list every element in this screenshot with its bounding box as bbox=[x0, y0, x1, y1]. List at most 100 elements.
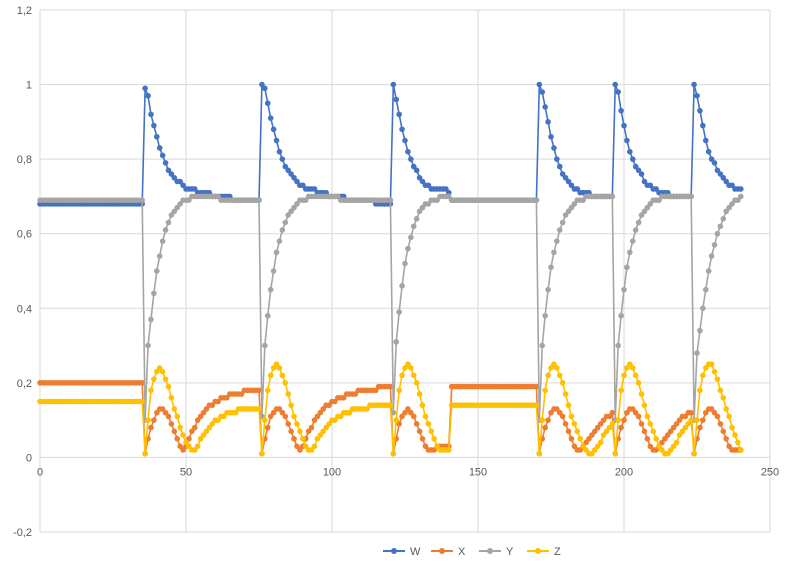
data-point bbox=[256, 197, 262, 203]
data-point bbox=[609, 409, 616, 416]
x-axis-ticks: 0 50 100 150 200 250 bbox=[37, 466, 779, 478]
data-point bbox=[416, 391, 423, 397]
data-point bbox=[273, 137, 280, 144]
data-point bbox=[288, 402, 294, 409]
series-z bbox=[37, 361, 744, 457]
data-point bbox=[159, 238, 166, 244]
data-point bbox=[735, 439, 741, 446]
data-point bbox=[568, 413, 575, 420]
data-point bbox=[291, 435, 297, 442]
data-point bbox=[267, 286, 274, 293]
data-point bbox=[396, 111, 402, 118]
data-point bbox=[151, 376, 157, 382]
data-point bbox=[726, 413, 732, 420]
data-point bbox=[556, 227, 563, 233]
data-point bbox=[554, 156, 560, 162]
y-tick-label: 0,8 bbox=[17, 154, 32, 166]
data-point bbox=[551, 145, 557, 151]
data-point bbox=[180, 432, 186, 438]
data-point bbox=[554, 238, 560, 244]
data-point bbox=[390, 450, 397, 457]
data-point bbox=[723, 406, 729, 412]
data-point bbox=[539, 89, 546, 95]
data-point bbox=[288, 428, 294, 435]
data-point bbox=[148, 111, 154, 118]
data-point bbox=[408, 234, 414, 241]
data-point bbox=[174, 413, 181, 420]
data-point bbox=[536, 81, 543, 88]
data-point bbox=[559, 413, 566, 420]
data-point bbox=[714, 230, 721, 237]
data-point bbox=[256, 406, 262, 412]
data-point bbox=[694, 92, 700, 99]
data-point bbox=[194, 443, 201, 450]
data-point bbox=[641, 428, 648, 435]
data-point bbox=[708, 361, 715, 368]
data-point bbox=[151, 290, 157, 297]
data-point bbox=[165, 383, 172, 390]
data-point bbox=[729, 424, 735, 431]
legend-item-z: Z bbox=[527, 546, 561, 558]
legend-label: X bbox=[458, 546, 466, 558]
data-point bbox=[419, 435, 426, 442]
data-point bbox=[559, 219, 566, 226]
data-point bbox=[156, 145, 163, 151]
data-point bbox=[711, 242, 718, 248]
data-point bbox=[165, 219, 172, 226]
data-point bbox=[262, 417, 268, 423]
data-point bbox=[139, 197, 145, 203]
data-point bbox=[396, 387, 402, 394]
legend-label: Z bbox=[554, 546, 561, 558]
legend-marker bbox=[487, 548, 493, 554]
data-point bbox=[629, 156, 636, 162]
data-point bbox=[300, 435, 306, 442]
data-point bbox=[276, 238, 283, 244]
data-point bbox=[536, 450, 543, 457]
data-point bbox=[618, 387, 624, 394]
data-point bbox=[279, 372, 286, 379]
data-point bbox=[714, 413, 721, 420]
data-point bbox=[416, 428, 423, 435]
data-point bbox=[148, 387, 154, 394]
data-point bbox=[694, 350, 700, 356]
data-point bbox=[177, 424, 183, 431]
data-point bbox=[554, 365, 560, 371]
data-point bbox=[431, 435, 438, 442]
data-point bbox=[533, 383, 540, 390]
x-tick-label: 50 bbox=[180, 466, 192, 478]
data-point bbox=[279, 156, 286, 162]
data-point bbox=[609, 193, 616, 200]
data-point bbox=[673, 439, 680, 446]
data-point bbox=[168, 394, 175, 401]
data-point bbox=[738, 447, 744, 453]
data-point bbox=[644, 413, 651, 420]
x-tick-label: 100 bbox=[323, 466, 341, 478]
data-point bbox=[159, 152, 166, 159]
data-point bbox=[139, 398, 145, 405]
data-point bbox=[717, 387, 724, 394]
data-point bbox=[624, 264, 630, 271]
data-point bbox=[276, 148, 283, 155]
data-point bbox=[562, 391, 569, 397]
data-point bbox=[638, 391, 645, 397]
data-point bbox=[165, 413, 172, 420]
y-tick-label: 0,4 bbox=[17, 303, 32, 315]
data-point bbox=[653, 435, 659, 442]
data-point bbox=[717, 223, 724, 230]
data-point bbox=[408, 156, 414, 162]
data-point bbox=[615, 89, 621, 95]
data-point bbox=[410, 413, 417, 420]
data-point bbox=[413, 380, 420, 386]
data-point bbox=[425, 421, 432, 427]
data-point bbox=[282, 413, 289, 420]
data-point bbox=[691, 450, 697, 457]
data-point bbox=[308, 424, 315, 431]
data-point bbox=[705, 268, 712, 274]
data-point bbox=[612, 450, 619, 457]
data-point bbox=[264, 312, 271, 319]
legend-marker bbox=[439, 548, 445, 554]
data-point bbox=[264, 387, 271, 394]
data-point bbox=[408, 365, 414, 371]
data-point bbox=[720, 394, 727, 401]
